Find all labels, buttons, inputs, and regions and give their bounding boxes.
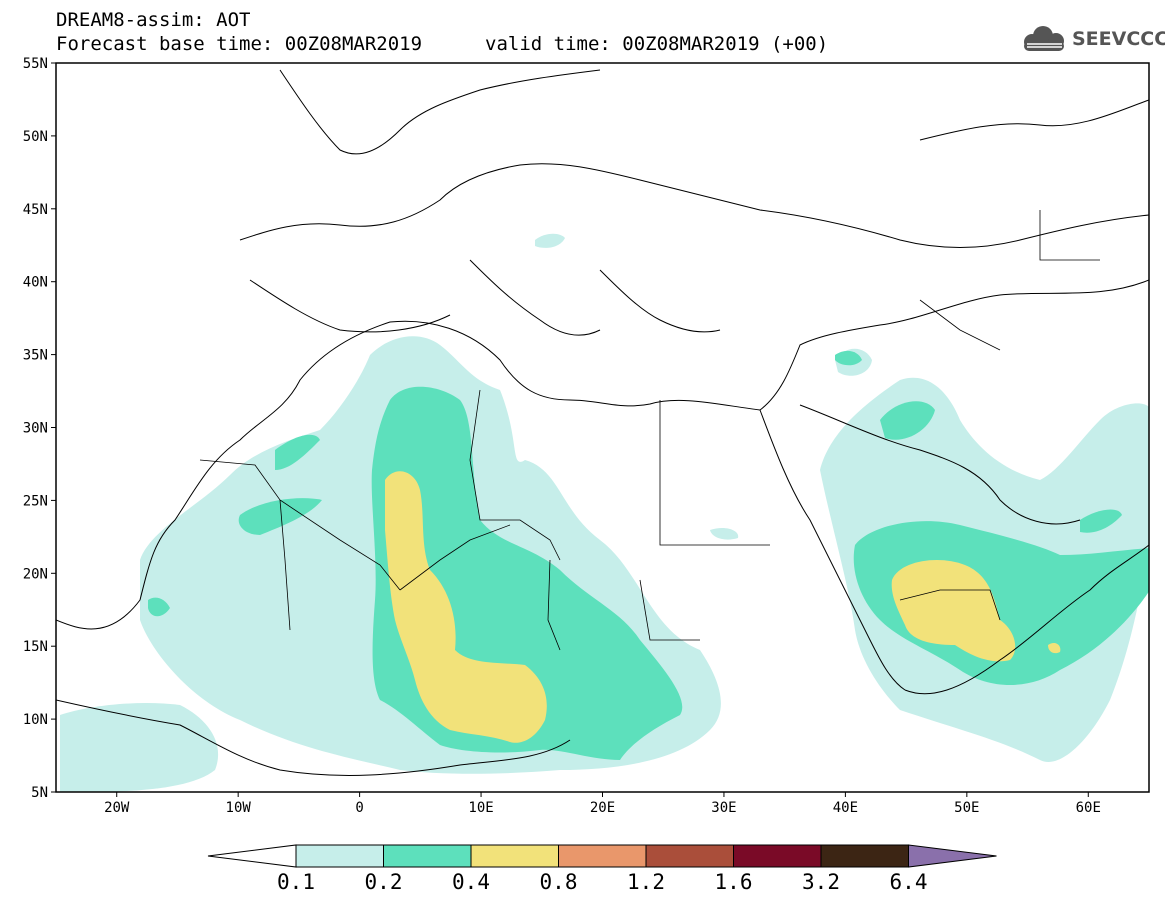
colorbar-high-arrow xyxy=(908,844,997,868)
lon-tick-label: 50E xyxy=(954,800,979,816)
colorbar-swatch xyxy=(470,844,559,868)
colorbar-level-label: 1.6 xyxy=(715,870,753,894)
lat-tick-label: 15N xyxy=(23,639,48,655)
lat-tick-label: 50N xyxy=(23,129,48,145)
colorbar-swatch xyxy=(820,844,909,868)
axis-ticks: 55N 50N 45N 40N 35N 30N 25N 20N 15N 10N 5N 20W 10W 0 1… xyxy=(23,56,1101,816)
colorbar-swatch xyxy=(733,844,822,868)
cloud-logo-icon xyxy=(1024,26,1064,51)
lon-tick-label: 40E xyxy=(833,800,858,816)
lon-tick-label: 10E xyxy=(468,800,493,816)
colorbar-level-label: 0.4 xyxy=(452,870,490,894)
lat-tick-label: 40N xyxy=(23,275,48,291)
logo-text: SEEVCCC xyxy=(1072,28,1165,50)
lat-tick-label: 10N xyxy=(23,712,48,728)
aot-field xyxy=(60,233,1149,792)
colorbar-level-label: 1.2 xyxy=(627,870,665,894)
colorbar: 0.1 0.2 0.4 0.8 1.2 1.6 3.2 6.4 xyxy=(207,844,997,894)
country-borders xyxy=(199,210,1100,651)
lon-tick-label: 20E xyxy=(590,800,615,816)
lat-tick-label: 55N xyxy=(23,56,48,72)
lon-tick-label: 60E xyxy=(1076,800,1101,816)
coastlines xyxy=(56,69,1149,776)
lat-tick-label: 20N xyxy=(23,566,48,582)
lat-tick-label: 5N xyxy=(31,785,48,801)
lon-tick-label: 10W xyxy=(226,800,252,816)
valid-time: valid time: 00Z08MAR2019 (+00) xyxy=(485,33,829,55)
colorbar-swatch xyxy=(645,844,734,868)
colorbar-level-label: 0.1 xyxy=(277,870,315,894)
map-title: DREAM8-assim: AOT xyxy=(56,9,251,31)
colorbar-swatch xyxy=(558,844,647,868)
lat-tick-label: 35N xyxy=(23,348,48,364)
colorbar-level-label: 3.2 xyxy=(802,870,840,894)
aot-level-0.4 xyxy=(385,471,1061,743)
colorbar-low-arrow xyxy=(207,844,297,868)
lon-tick-label: 0 xyxy=(355,800,363,816)
colorbar-level-label: 0.8 xyxy=(540,870,578,894)
colorbar-level-label: 6.4 xyxy=(890,870,928,894)
forecast-base-time: Forecast base time: 00Z08MAR2019 xyxy=(56,33,423,55)
lat-tick-label: 30N xyxy=(23,421,48,437)
lat-tick-label: 45N xyxy=(23,202,48,218)
colorbar-swatch xyxy=(295,844,384,868)
colorbar-level-label: 0.2 xyxy=(365,870,403,894)
lat-tick-label: 25N xyxy=(23,493,48,509)
lon-tick-label: 30E xyxy=(711,800,736,816)
lon-tick-label: 20W xyxy=(104,800,130,816)
colorbar-swatch xyxy=(383,844,472,868)
